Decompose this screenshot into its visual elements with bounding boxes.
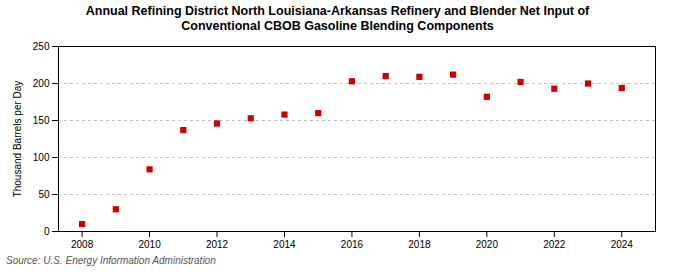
svg-text:200: 200: [33, 78, 50, 89]
svg-text:250: 250: [33, 41, 50, 52]
svg-text:150: 150: [33, 115, 50, 126]
html-text:Annual Refining District North: Annual Refining District North Louisiana…: [85, 4, 590, 33]
svg-text:2016: 2016: [341, 239, 364, 250]
svg-text:2024: 2024: [611, 239, 634, 250]
svg-text:2018: 2018: [408, 239, 431, 250]
svg-text:2020: 2020: [476, 239, 499, 250]
svg-text:2008: 2008: [71, 239, 94, 250]
svg-text:2014: 2014: [273, 239, 296, 250]
svg-text:2022: 2022: [543, 239, 566, 250]
svg-text:2010: 2010: [138, 239, 161, 250]
svg-text:2012: 2012: [206, 239, 229, 250]
svg-text:Thousand Barrels per Day: Thousand Barrels per Day: [12, 81, 23, 198]
svg-text:0: 0: [44, 226, 50, 237]
svg-text:50: 50: [38, 189, 50, 200]
html-text:Source: U.S. Energy Informatio: Source: U.S. Energy Information Administ…: [6, 255, 216, 266]
svg-text:100: 100: [33, 152, 50, 163]
